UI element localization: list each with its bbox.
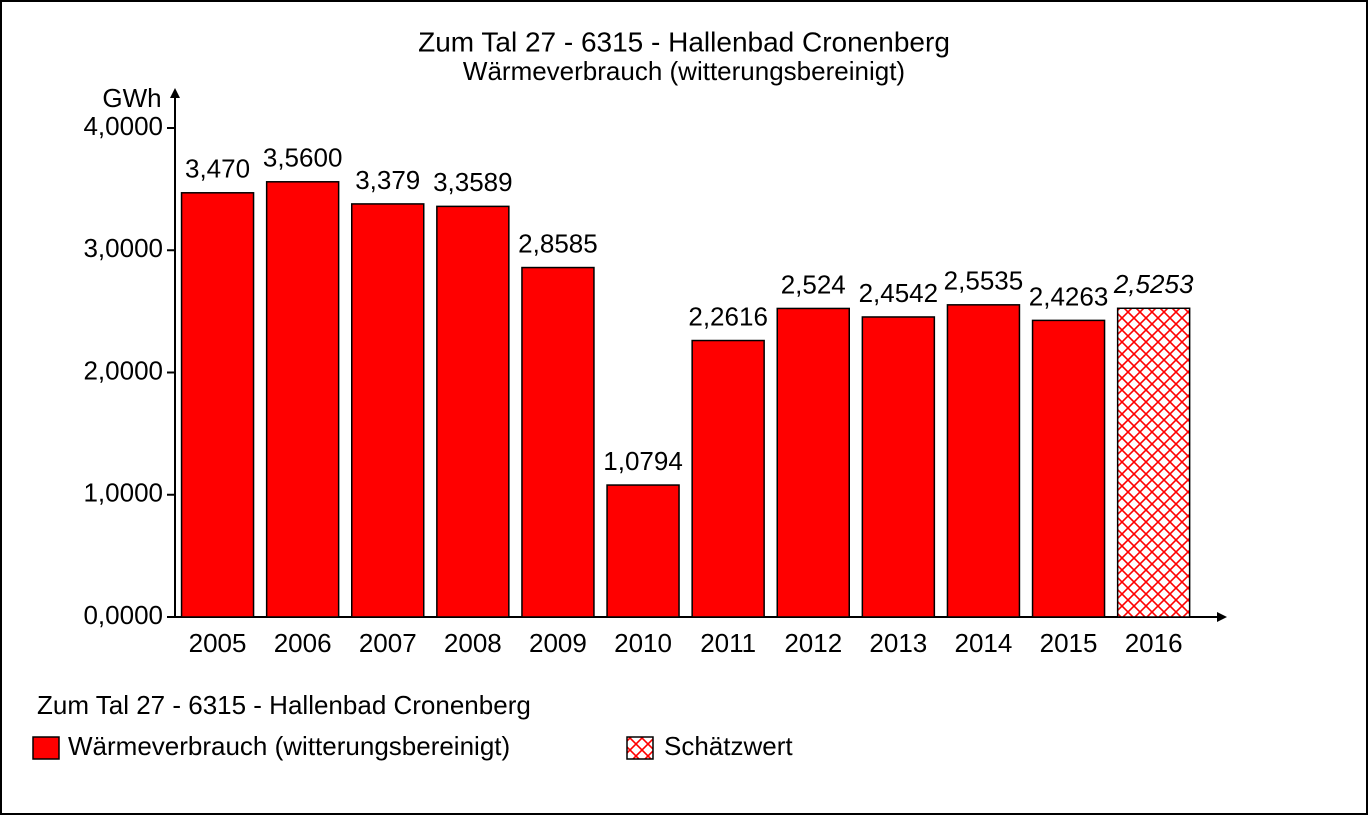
legend-label: Wärmeverbrauch (witterungsbereinigt) <box>68 731 510 761</box>
value-label: 3,470 <box>185 154 250 184</box>
y-tick-label: 4,0000 <box>83 111 163 141</box>
bar <box>351 203 425 618</box>
y-tick-label: 0,0000 <box>83 600 163 630</box>
value-label-bg <box>262 144 343 175</box>
x-tick-label: 2010 <box>614 628 672 658</box>
value-label-bg <box>517 230 598 261</box>
x-tick-label: 2005 <box>189 628 247 658</box>
y-tick-label: 2,0000 <box>83 355 163 385</box>
y-axis-arrow <box>170 88 180 98</box>
bar <box>946 304 1021 618</box>
chart-title: Zum Tal 27 - 6315 - Hallenbad Cronenberg <box>418 26 950 57</box>
chart-subtitle: Wärmeverbrauch (witterungsbereinigt) <box>463 56 905 86</box>
value-label-bg <box>858 279 939 310</box>
value-label: 2,2616 <box>688 301 768 331</box>
y-tick-label: 3,0000 <box>83 233 163 263</box>
bar <box>776 307 850 618</box>
value-label: 1,0794 <box>603 446 683 476</box>
y-axis-label: GWh <box>102 83 161 113</box>
x-tick-label: 2008 <box>444 628 502 658</box>
value-label-bg <box>688 303 769 334</box>
bar <box>436 205 510 618</box>
x-tick-label: 2015 <box>1040 628 1098 658</box>
bar <box>180 192 255 618</box>
value-label: 2,8585 <box>518 228 598 258</box>
value-label: 2,5253 <box>1113 269 1194 299</box>
value-label: 3,5600 <box>263 143 343 173</box>
bar <box>265 181 340 618</box>
legend-swatch-estimate <box>626 736 654 760</box>
bar <box>521 266 595 618</box>
value-label-bg <box>1028 283 1109 314</box>
x-tick-label: 2006 <box>274 628 332 658</box>
x-axis-arrow <box>1217 612 1227 622</box>
value-label: 3,3589 <box>433 167 513 197</box>
value-label: 2,524 <box>781 269 846 299</box>
x-tick-label: 2012 <box>784 628 842 658</box>
value-label-bg <box>432 169 513 200</box>
legend-title: Zum Tal 27 - 6315 - Hallenbad Cronenberg <box>37 690 531 720</box>
x-tick-label: 2011 <box>700 628 756 658</box>
y-tick-label: 1,0000 <box>83 478 163 508</box>
bar <box>691 339 765 618</box>
bar <box>1116 307 1191 618</box>
value-label-bg <box>773 271 854 302</box>
x-tick-label: 2009 <box>529 628 587 658</box>
value-label: 2,4542 <box>859 278 939 308</box>
legend-swatch <box>32 736 60 760</box>
value-label-bg <box>347 166 428 197</box>
x-tick-label: 2007 <box>359 628 417 658</box>
value-label-bg <box>177 155 258 186</box>
x-tick-label: 2013 <box>869 628 927 658</box>
bar <box>861 316 936 618</box>
value-label: 2,4263 <box>1029 281 1109 311</box>
value-label-bg <box>943 267 1024 298</box>
value-label: 3,379 <box>355 165 420 195</box>
x-tick-label: 2016 <box>1125 628 1183 658</box>
x-tick-label: 2014 <box>955 628 1013 658</box>
legend-label-estimate: Schätzwert <box>664 731 793 761</box>
bar <box>1031 319 1106 618</box>
bar <box>606 484 680 618</box>
value-label: 2,5535 <box>944 266 1024 296</box>
value-label-bg <box>603 448 684 479</box>
